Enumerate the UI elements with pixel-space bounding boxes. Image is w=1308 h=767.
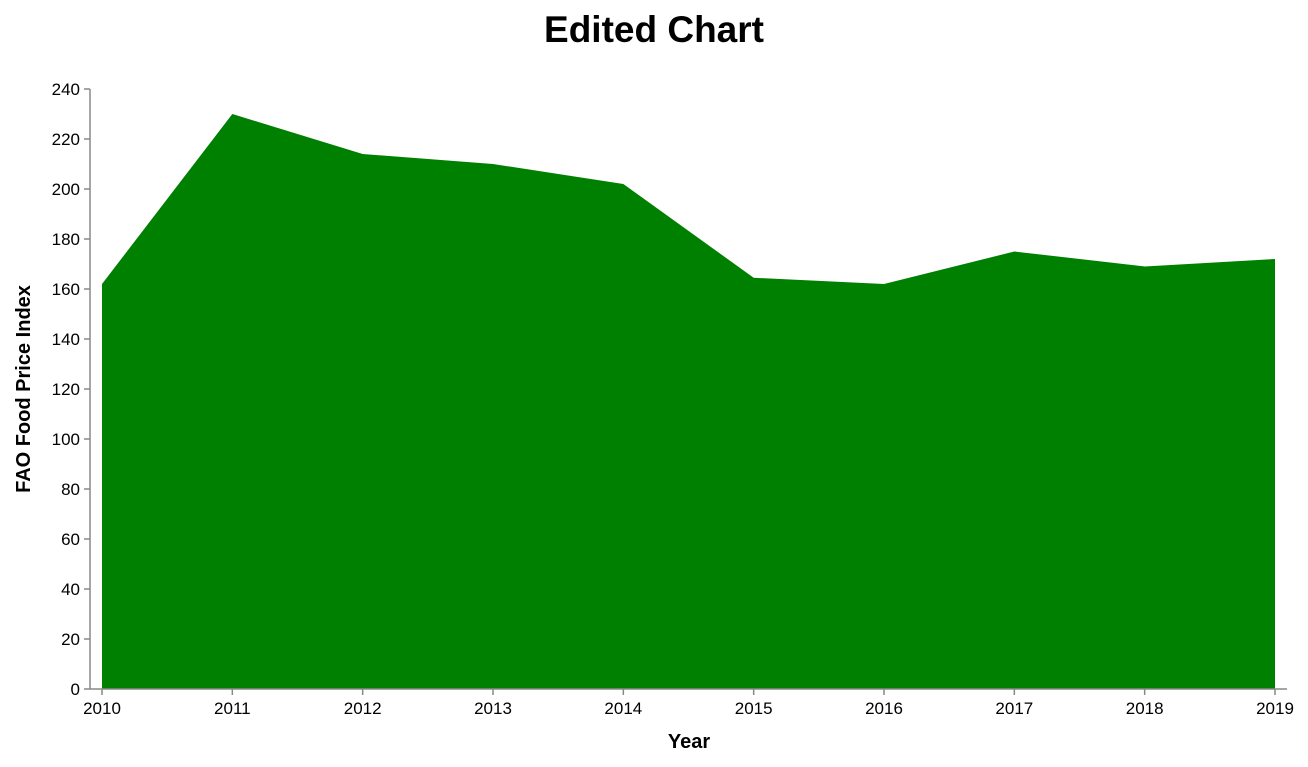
y-tick-label: 120 — [52, 380, 80, 399]
x-axis: 2010 2011 2012 2013 2014 2015 2016 2017 2018 2019 — [83, 688, 1294, 718]
y-tick-label: 180 — [52, 230, 80, 249]
x-tick-label: 2019 — [1256, 699, 1294, 718]
x-tick-label: 2018 — [1126, 699, 1164, 718]
x-tick-label: 2012 — [344, 699, 382, 718]
y-tick-label: 240 — [52, 80, 80, 99]
x-tick-label: 2017 — [995, 699, 1033, 718]
y-tick-label: 40 — [61, 580, 80, 599]
y-tick-label: 140 — [52, 330, 80, 349]
y-tick-label: 20 — [61, 630, 80, 649]
plot-area — [102, 114, 1275, 689]
y-tick-label: 160 — [52, 280, 80, 299]
x-tick-label: 2014 — [604, 699, 642, 718]
y-tick-label: 200 — [52, 180, 80, 199]
y-tick-label: 80 — [61, 480, 80, 499]
y-axis-title: FAO Food Price Index — [13, 285, 35, 493]
x-tick-label: 2015 — [735, 699, 773, 718]
area-series-0 — [102, 114, 1275, 689]
y-tick-label: 0 — [71, 680, 80, 699]
x-axis-title: Year — [668, 731, 710, 753]
x-tick-label: 2010 — [83, 699, 121, 718]
x-tick-label: 2011 — [214, 699, 251, 718]
y-tick-label: 60 — [61, 530, 80, 549]
y-tick-label: 220 — [52, 130, 80, 149]
x-tick-label: 2013 — [474, 699, 512, 718]
x-tick-label: 2016 — [865, 699, 903, 718]
y-tick-label: 100 — [52, 430, 80, 449]
y-axis: 0 20 40 60 80 100 120 140 160 180 200 220 240 — [52, 80, 91, 699]
chart-title: Edited Chart — [544, 9, 764, 50]
